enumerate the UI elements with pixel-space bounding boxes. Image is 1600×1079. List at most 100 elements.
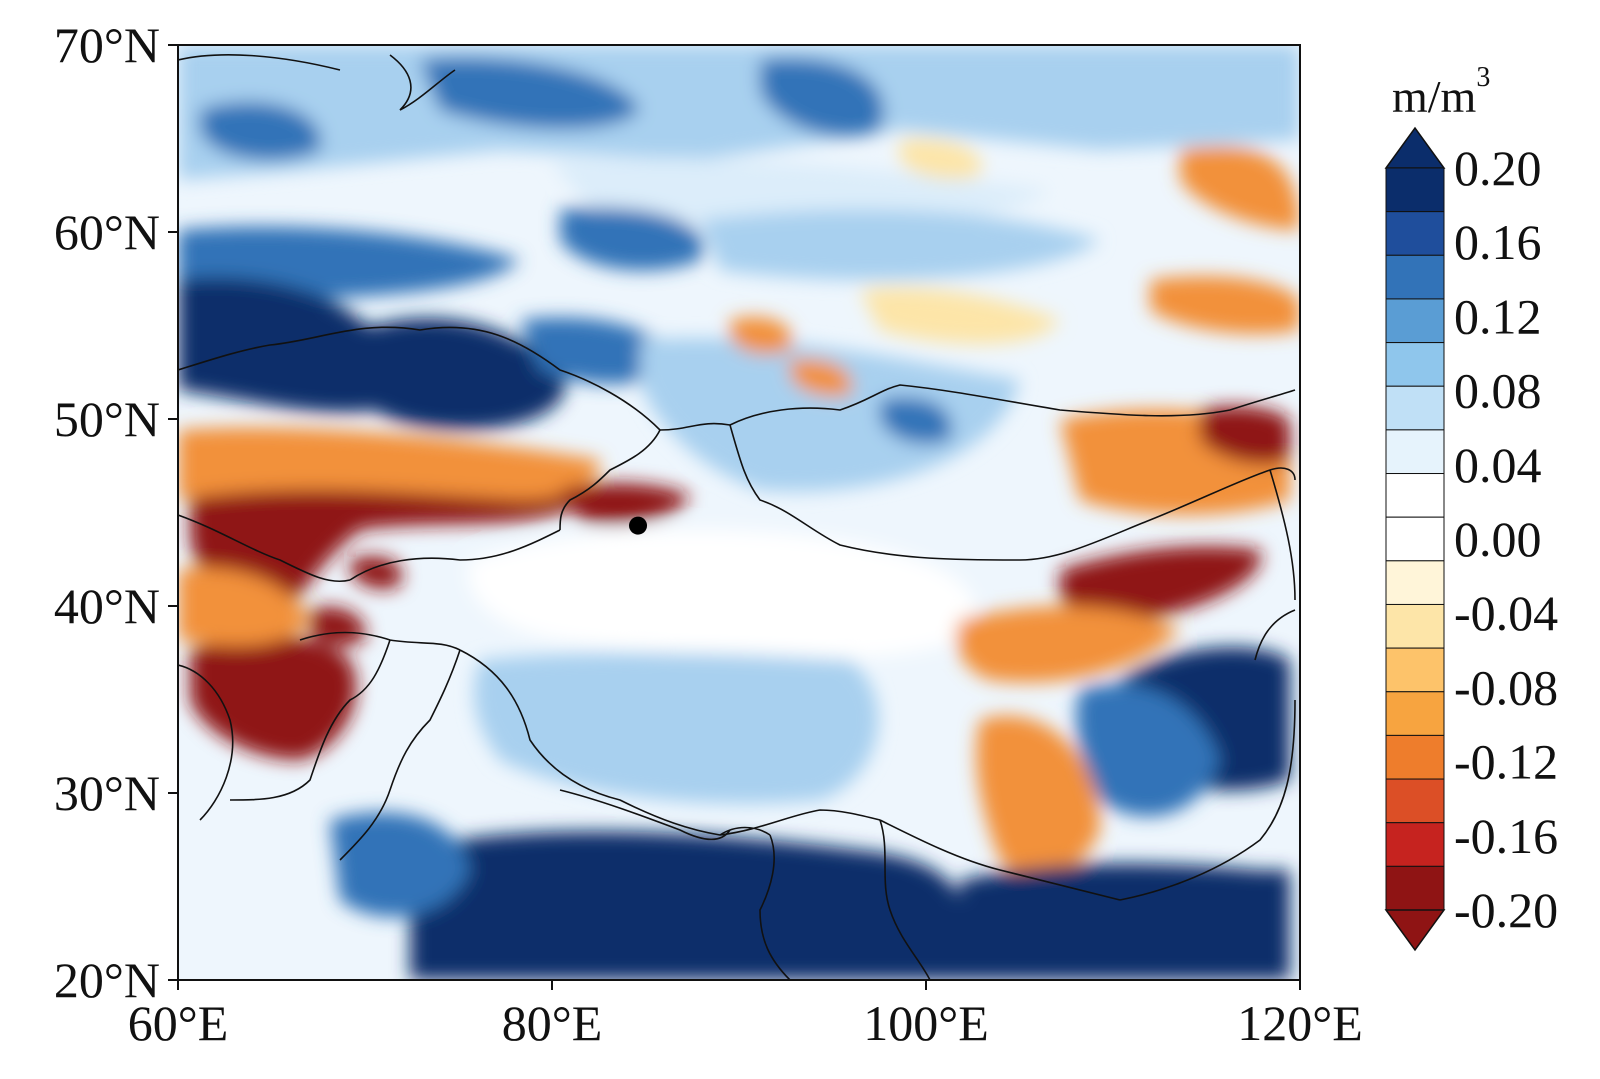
border-iran-afghan: [178, 664, 234, 821]
border-china-southeast-asia: [879, 819, 1121, 901]
border-pakistan-india: [339, 649, 461, 861]
colorbar-top-extend: [1384, 126, 1446, 169]
colorbar-segment: [1385, 473, 1445, 518]
colorbar-segment: [1385, 560, 1445, 605]
field-northeast-orange: [1180, 146, 1300, 230]
colorbar-segment: [1385, 734, 1445, 780]
colorbar-segment: [1385, 603, 1445, 649]
border-nepal: [559, 789, 731, 841]
lon-tick-label: 120°E: [1237, 995, 1363, 1051]
field-strong-blue-west: [178, 277, 402, 413]
border-tajik-afghan: [299, 631, 461, 651]
anomaly-field: [178, 45, 1300, 980]
border-kazakhstan-uzbek: [178, 514, 351, 583]
map-frame: [177, 44, 1301, 981]
colorbar-label: -0.16: [1454, 808, 1558, 864]
field-north-blue-3: [200, 102, 321, 161]
colorbar-label: -0.20: [1454, 882, 1558, 938]
field-red-kyrgyz: [350, 556, 402, 590]
lat-tick-label: 20°N: [54, 952, 160, 1008]
field-red-pamir: [310, 606, 366, 646]
border-bangladesh: [759, 834, 791, 980]
field-orange-central-asia: [178, 427, 600, 500]
border-myanmar: [879, 819, 931, 980]
field-60n-blue-center: [560, 207, 704, 271]
colorbar-segment: [1385, 254, 1445, 300]
field-50n-blue-spots: [880, 397, 952, 444]
colorbar-label: 0.08: [1454, 363, 1542, 419]
colorbar-label: -0.08: [1454, 659, 1558, 715]
field-orange-china-band: [956, 606, 1180, 683]
border-china-india: [459, 649, 881, 836]
border-arctic-coast: [178, 54, 456, 111]
border-china-coast: [1119, 699, 1296, 901]
field-55n-east-orange: [1150, 276, 1300, 334]
field-pos-east-china: [1076, 683, 1220, 817]
border-bhutan: [719, 826, 771, 836]
colorbar-label: 0.12: [1454, 288, 1542, 344]
colorbar-label: 0.16: [1454, 214, 1542, 270]
field-blue-indochina: [960, 863, 1290, 980]
colorbar-unit-base: m/m: [1392, 71, 1477, 122]
colorbar-segment: [1385, 516, 1445, 562]
colorbar-label: 0.04: [1454, 437, 1542, 493]
colorbar-segment: [1385, 647, 1445, 693]
lat-tick-label: 30°N: [54, 765, 160, 821]
field-north-blue-2: [760, 58, 884, 137]
colorbar-bottom-extend: [1384, 909, 1446, 952]
field-red-tianshan: [560, 483, 690, 524]
lon-tick-label: 80°E: [502, 995, 603, 1051]
country-borders: [178, 54, 1296, 980]
colorbar-label: 0.00: [1454, 511, 1542, 567]
field-orange-sichuan: [976, 715, 1100, 877]
field-red-northeast: [1200, 405, 1290, 464]
station-marker: [629, 516, 648, 535]
colorbar-unit: m/m3: [1392, 62, 1490, 122]
lat-tick-label: 60°N: [54, 204, 160, 260]
colorbar-segment: [1385, 429, 1445, 475]
colorbar-segment: [1385, 385, 1445, 431]
field-blue-south-asia: [410, 831, 967, 980]
border-mongolia-china: [729, 424, 1296, 561]
field-north-blue-1: [420, 57, 640, 129]
colorbar-segment: [1385, 342, 1445, 387]
field-light-tibet: [474, 652, 879, 804]
colorbar-segment: [1385, 778, 1445, 824]
border-kazakhstan-china: [559, 429, 661, 531]
field-50n-light-center: [640, 338, 1020, 492]
field-50n-orange-1: [730, 316, 792, 355]
field-55n-orange-band: [860, 287, 1060, 344]
colorbar-label: 0.20: [1454, 140, 1542, 196]
field-north-orange-small: [900, 139, 982, 180]
colorbar-label: -0.12: [1454, 734, 1558, 790]
border-central-asia: [349, 529, 561, 581]
field-orange-iran: [178, 567, 310, 646]
field-60n-light: [700, 209, 1100, 280]
colorbar-segment: [1385, 211, 1445, 256]
border-russia-mongolia: [729, 384, 1296, 426]
border-north-coast: [1254, 609, 1296, 661]
border-afghan-pakistan: [229, 639, 391, 801]
lat-tick-label: 70°N: [54, 17, 160, 73]
field-tarim-white: [468, 529, 975, 659]
colorbar-label: -0.04: [1454, 585, 1558, 641]
colorbar-segment: [1385, 167, 1445, 213]
longitude-axis: 60°E 80°E 100°E 120°E: [128, 980, 1363, 1051]
map-panel: [178, 45, 1300, 980]
colorbar-unit-exponent: 3: [1476, 62, 1490, 93]
lon-tick-label: 100°E: [863, 995, 989, 1051]
border-korea: [1269, 469, 1296, 601]
lat-tick-label: 50°N: [54, 391, 160, 447]
lon-tick-label: 60°E: [128, 995, 229, 1051]
colorbar-segment: [1385, 691, 1445, 736]
field-50n-orange-2: [790, 359, 852, 397]
field-blue-india-west: [330, 812, 470, 917]
colorbar-segment: [1385, 298, 1445, 344]
colorbar: 0.20 0.16 0.12 0.08 0.04 0.00 -0.04 -0.08 -0.12 -…: [1384, 126, 1558, 952]
field-red-inner-mongolia: [1060, 546, 1261, 621]
colorbar-segment: [1385, 865, 1445, 911]
latitude-axis: 70°N 60°N 50°N 40°N 30°N 20°N: [54, 17, 178, 1008]
lat-tick-label: 40°N: [54, 578, 160, 634]
field-strong-blue-arc: [360, 317, 566, 430]
